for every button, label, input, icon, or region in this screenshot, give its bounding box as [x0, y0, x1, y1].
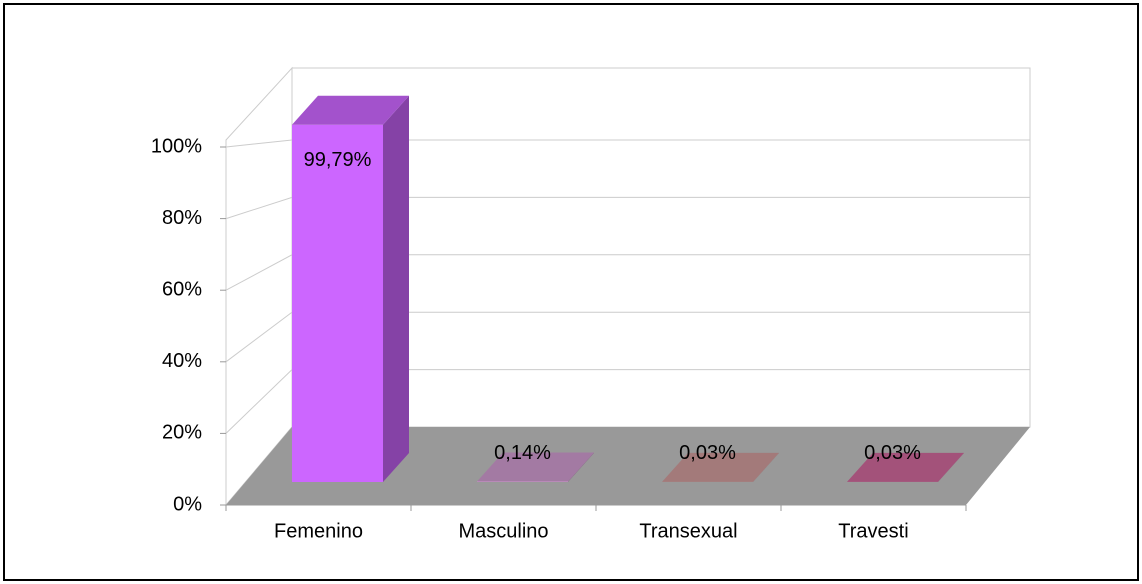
bar-side	[383, 95, 409, 482]
x-tick-label: Travesti	[838, 520, 908, 542]
y-tick-label: 0%	[173, 493, 202, 515]
bar	[292, 95, 409, 482]
y-tick-label: 100%	[151, 135, 202, 157]
x-tick-label: Masculino	[458, 520, 548, 542]
bar-top	[477, 452, 594, 482]
bar	[662, 452, 779, 482]
bar	[477, 452, 594, 482]
value-label: 0,03%	[679, 442, 736, 464]
bar-top	[662, 452, 779, 482]
x-tick-label: Transexual	[639, 520, 737, 542]
value-label: 0,03%	[864, 442, 921, 464]
value-label: 99,79%	[304, 149, 372, 171]
y-tick-label: 60%	[162, 278, 202, 300]
bar-side	[568, 452, 594, 482]
floor	[226, 427, 1030, 505]
bar-side	[938, 452, 964, 482]
bar-top	[847, 452, 964, 482]
y-tick-label: 20%	[162, 422, 202, 444]
x-tick-label: Femenino	[274, 520, 363, 542]
bar	[847, 452, 964, 482]
bar-front	[292, 124, 383, 482]
y-tick-label: 80%	[162, 207, 202, 229]
bar-top	[292, 95, 409, 125]
bar-front	[477, 481, 568, 482]
value-label: 0,14%	[494, 442, 551, 464]
y-tick-label: 40%	[162, 350, 202, 372]
bar-side	[753, 452, 779, 482]
